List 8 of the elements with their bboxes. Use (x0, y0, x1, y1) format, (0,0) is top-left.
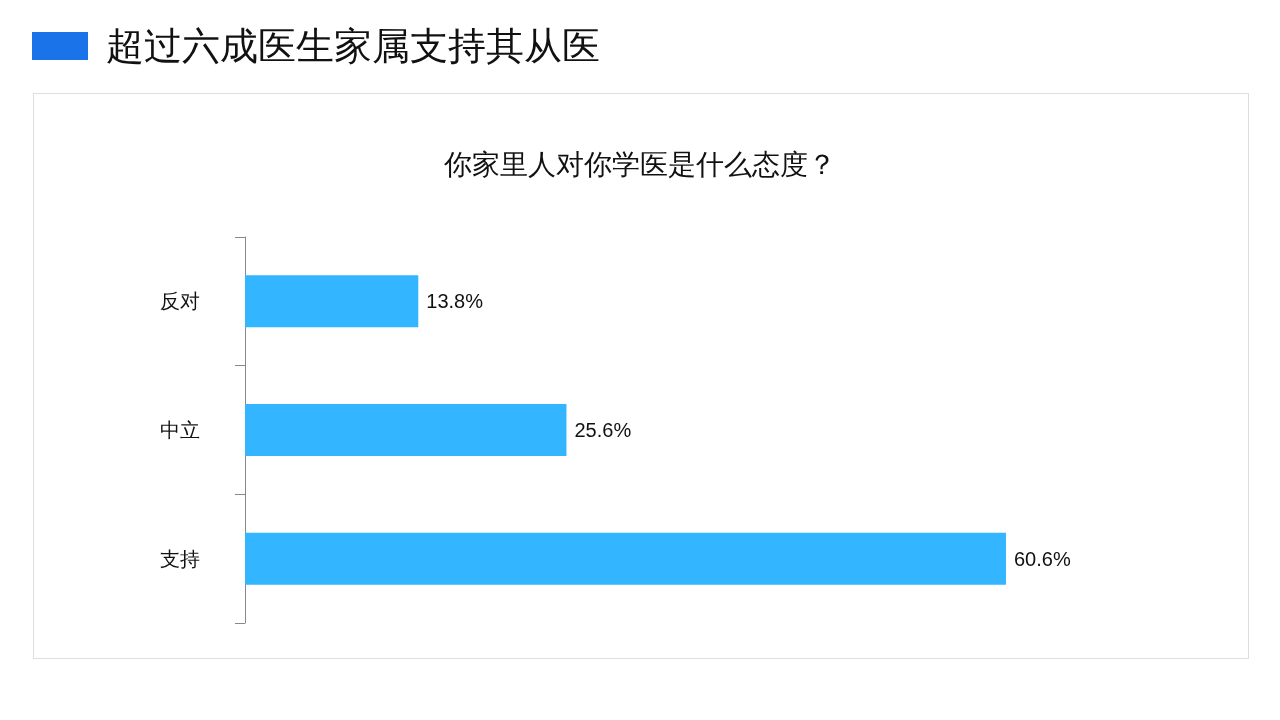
chart-title: 超过六成医生家属支持其从医 (106, 23, 600, 70)
y-tick-label: 中立 (160, 419, 200, 441)
y-tick-label: 反对 (160, 290, 200, 313)
y-tick-label: 支持 (160, 547, 200, 570)
data-label: 60.6% (1013, 547, 1071, 570)
chart-subtitle: 你家里人对你学医是什么态度？ (443, 148, 836, 180)
data-label: 13.8% (426, 290, 484, 313)
data-label: 25.6% (574, 419, 632, 441)
